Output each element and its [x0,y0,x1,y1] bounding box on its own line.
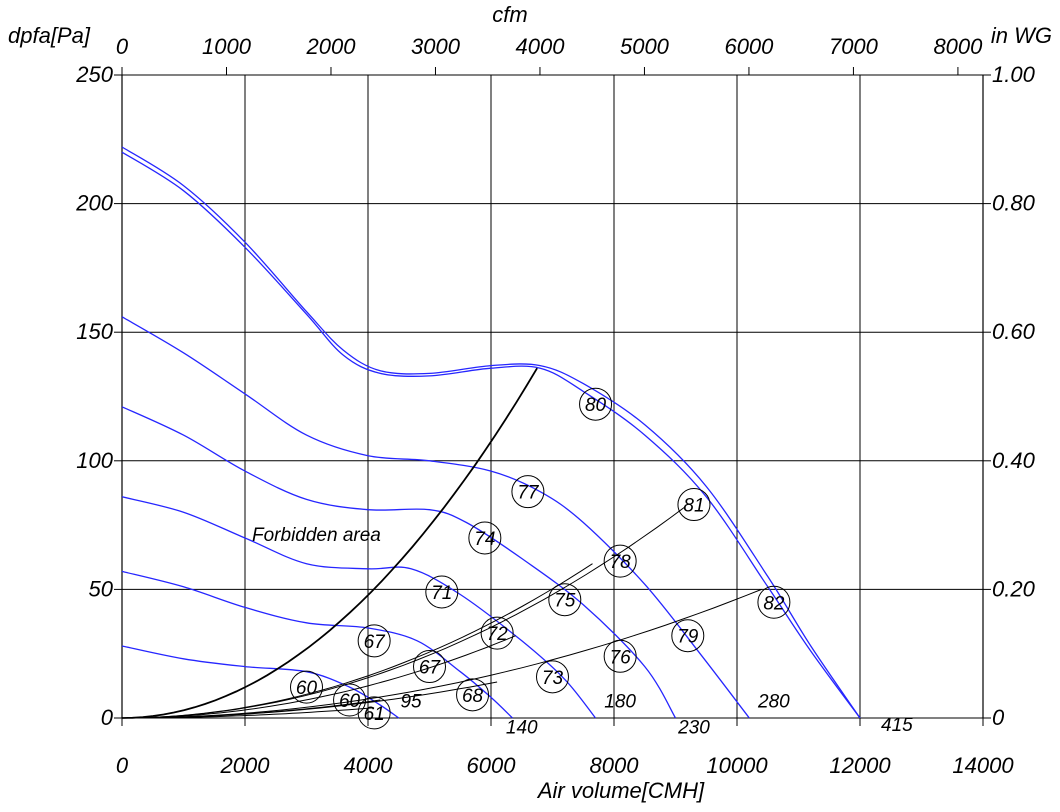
fan-curve [121,406,677,719]
x-top-title: cfm [492,2,527,27]
system-curve [121,588,762,719]
y-left-tick-label: 200 [75,191,113,216]
fan-curve [121,151,861,719]
system-curve-label: 230 [677,717,710,738]
efficiency-point-circle [413,650,446,684]
forbidden-area-label: Forbidden area [252,525,381,546]
x-top-tick-label: 0 [116,34,129,59]
y-right-title: in WG [991,23,1052,48]
system-curve-label: 280 [757,692,790,713]
efficiency-point-label: 60 [339,691,361,712]
efficiency-point-label: 77 [517,483,540,504]
y-left-tick-label: 50 [89,576,114,601]
x-bottom-tick-label: 6000 [467,753,517,778]
fan-curve [121,316,750,719]
efficiency-point-circle [357,624,391,658]
efficiency-point-label: 60 [296,678,318,699]
efficiency-point-label: 71 [431,583,452,604]
efficiency-point-label: 78 [610,552,632,573]
efficiency-point-circle [357,696,391,730]
x-top-tick-label: 6000 [724,34,774,59]
x-bottom-tick-label: 0 [116,753,129,778]
system-curve-label: 415 [881,715,913,736]
y-left-tick-label: 0 [101,705,114,730]
efficiency-point-circle [757,585,791,619]
x-top-tick-label: 1000 [202,34,252,59]
system-curve [122,707,375,719]
efficiency-point-label: 76 [610,647,632,668]
x-bottom-title: Air volume[CMH] [536,778,705,803]
efficiency-point-label: 61 [364,704,385,725]
forbidden-boundary-curve [121,367,538,719]
efficiency-point-label: 67 [419,658,442,679]
efficiency-point-circle [333,683,367,717]
x-bottom-tick-label: 4000 [344,753,394,778]
fan-curve [121,645,400,719]
x-top-tick-label: 4000 [515,34,565,59]
efficiency-point-circle [677,488,711,522]
y-right-tick-label: 0.20 [992,576,1036,601]
x-top-tick-label: 2000 [306,34,357,59]
efficiency-point-circle [536,660,569,694]
efficiency-point-label: 82 [763,593,785,614]
efficiency-point-label: 80 [585,395,607,416]
efficiency-point-circle [290,670,323,704]
y-right-tick-label: 0.80 [992,191,1036,216]
system-curve-label: 95 [400,692,422,713]
curve-labels: 95 140 180 230 280 415 [400,692,913,739]
y-right-tick-label: 0 [992,705,1005,730]
efficiency-point-circle [671,619,705,653]
system-curve-label: 140 [506,717,538,738]
plot-frame [121,74,984,719]
x-top-tick-label: 7000 [829,34,879,59]
y-right-tick-label: 1.00 [992,62,1036,87]
fan-curve [121,146,861,719]
x-top-tick-label: 3000 [411,34,461,59]
fan-curve [121,496,597,719]
efficiency-point-label: 68 [462,686,484,707]
efficiency-point-circle [456,678,490,712]
efficiency-point-circle [425,575,459,609]
system-curve-label: 180 [604,692,636,713]
x-top-tick-label: 5000 [620,34,670,59]
efficiency-point-label: 74 [474,529,495,550]
efficiency-point-circle [579,387,613,421]
efficiency-point-circle [468,521,502,555]
system-curves [121,367,762,719]
efficiency-point-label: 79 [677,627,699,648]
y-right-tick-label: 0.60 [992,319,1036,344]
y-right-tick-label: 0.40 [992,448,1036,473]
x-bottom-tick-label: 14000 [952,753,1014,778]
x-bottom-tick-label: 2000 [220,753,271,778]
efficiency-point-label: 67 [364,632,387,653]
x-top-tick-label: 8000 [933,34,983,59]
efficiency-point-label: 72 [487,624,509,645]
efficiency-point-circle [511,475,545,509]
efficiency-point-circle [603,639,637,673]
efficiency-point-circle [480,616,514,650]
fan-curve [121,570,513,719]
y-left-tick-label: 250 [75,62,113,87]
efficiency-point-label: 73 [542,668,564,689]
efficiency-point-label: 75 [554,591,576,612]
system-curve [121,506,685,719]
x-bottom-tick-label: 12000 [829,753,891,778]
grid [122,75,983,718]
x-bottom-tick-label: 8000 [590,753,640,778]
x-bottom-tick-label: 10000 [706,753,768,778]
efficiency-point-circle [548,583,582,617]
y-left-tick-label: 100 [76,448,113,473]
y-left-title: dpfa[Pa] [8,23,91,48]
y-left-tick-label: 150 [76,319,113,344]
fan-curves [121,146,861,719]
efficiency-point-label: 81 [683,496,704,517]
efficiency-point-circle [603,544,637,578]
